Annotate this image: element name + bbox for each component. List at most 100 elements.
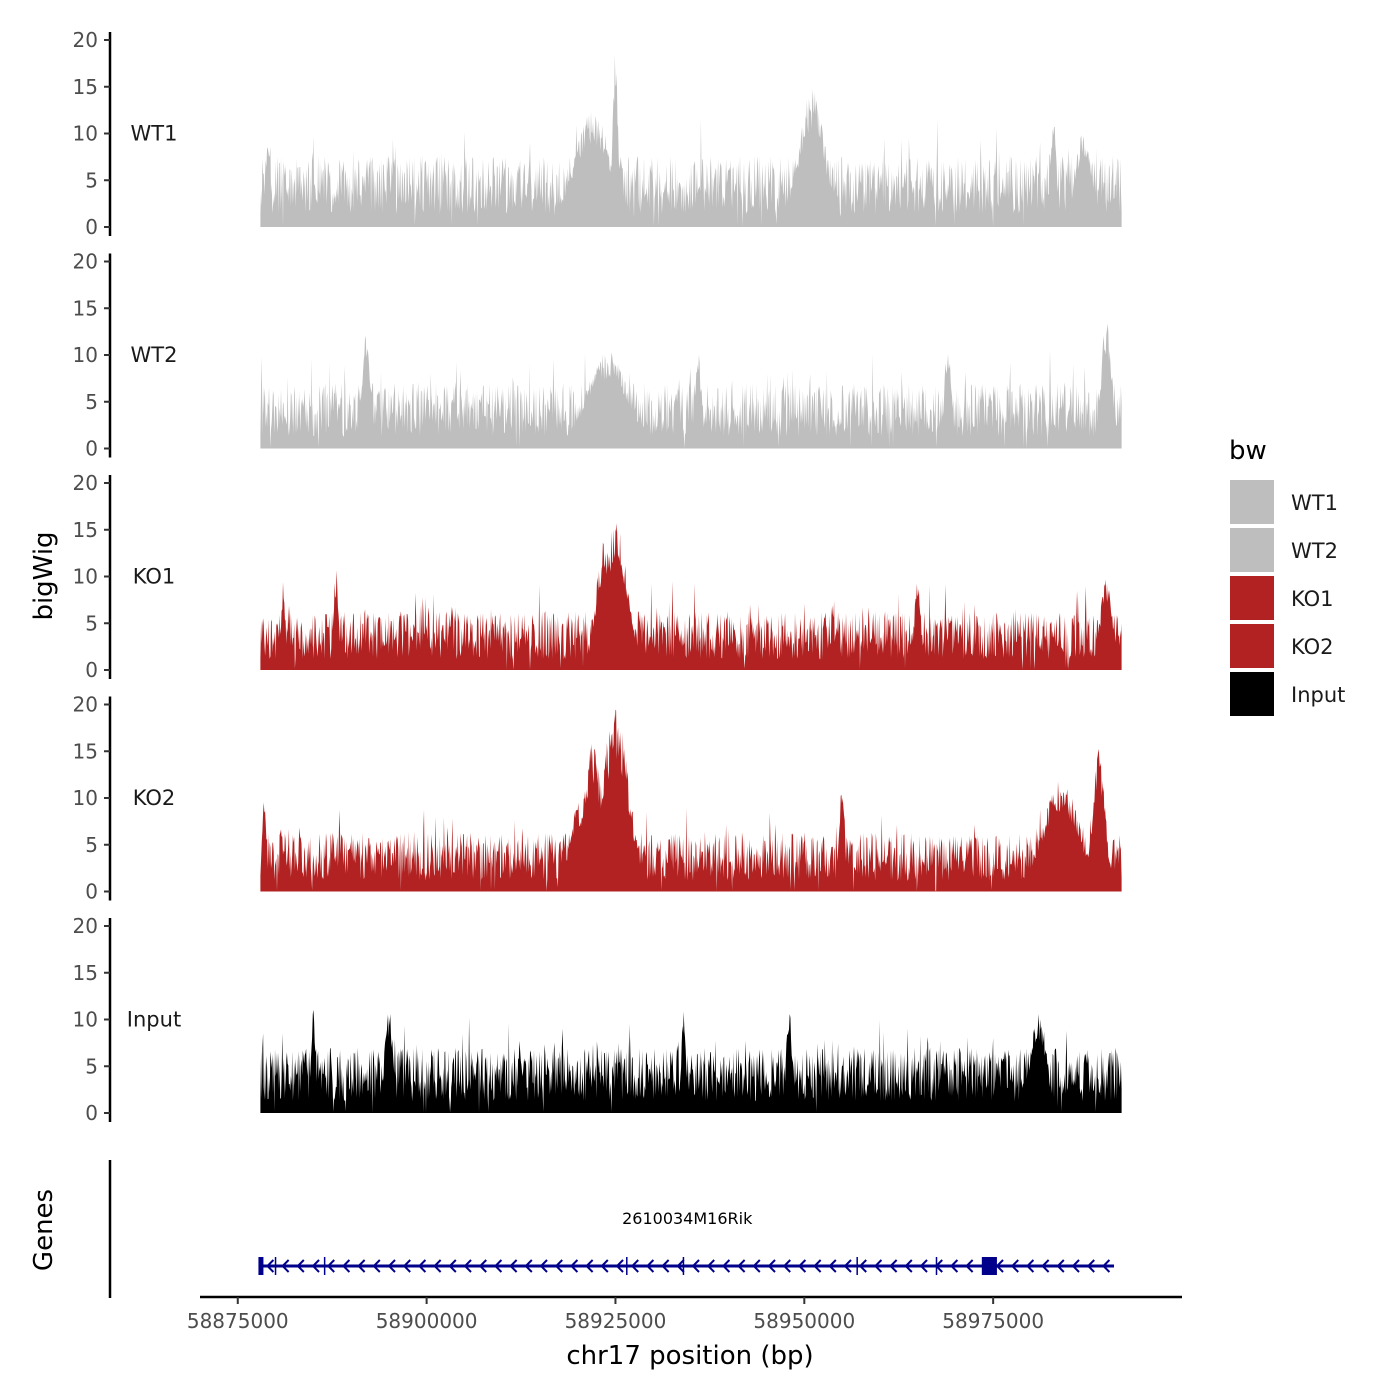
strand-chevron [463,1259,472,1273]
strand-chevron [767,1259,776,1273]
strand-chevron [995,1259,1004,1273]
strand-chevron [448,1259,457,1273]
strand-chevron [600,1259,609,1273]
y-tick-label: 5 [85,390,98,414]
signal-area-wt1 [260,54,1122,227]
x-tick-label: 58900000 [376,1309,478,1333]
track-label-wt1: WT1 [131,122,178,146]
gene-thick-exon [981,1257,997,1275]
signal-area-wt2 [260,323,1122,449]
strand-chevron [1086,1259,1095,1273]
strand-chevron [874,1259,883,1273]
x-tick-label: 58975000 [942,1309,1044,1333]
strand-chevron [433,1259,442,1273]
strand-chevron [418,1259,427,1273]
y-tick-label: 5 [85,1054,98,1078]
y-tick-label: 15 [73,739,98,763]
y-tick-label: 5 [85,168,98,192]
strand-chevron [950,1259,959,1273]
y-tick-label: 10 [73,565,98,589]
y-tick-label: 15 [73,296,98,320]
strand-chevron [630,1259,639,1273]
strand-chevron [843,1259,852,1273]
y-tick-label: 10 [73,786,98,810]
legend-swatch-wt2 [1230,528,1274,572]
signal-area-input [260,1009,1122,1113]
strand-chevron [661,1259,670,1273]
y-tick-label: 20 [73,250,98,274]
track-ko1: 0 5 10 15 20 KO1 [73,471,1122,682]
strand-chevron [524,1259,533,1273]
strand-chevron [1102,1259,1111,1273]
strand-chevron [798,1259,807,1273]
strand-chevron [828,1259,837,1273]
strand-chevron [585,1259,594,1273]
strand-chevron [1010,1259,1019,1273]
legend-swatch-input [1230,672,1274,716]
y-tick-label: 20 [73,28,98,52]
y-tick-label: 5 [85,611,98,635]
legend-swatch-ko2 [1230,624,1274,668]
legend-label-wt1: WT1 [1291,491,1338,515]
track-label-input: Input [127,1008,181,1032]
y-axis-title: bigWig [29,531,59,620]
y-tick-label: 10 [73,122,98,146]
track-label-wt2: WT2 [131,343,178,367]
strand-chevron [372,1259,381,1273]
signal-area-ko2 [260,709,1122,892]
strand-chevron [691,1259,700,1273]
y-tick-label: 15 [73,518,98,542]
y-tick-label: 15 [73,75,98,99]
x-tick-label: 58875000 [187,1309,289,1333]
x-tick-label: 58925000 [565,1309,667,1333]
y-tick-label: 0 [85,658,98,682]
strand-chevron [554,1259,563,1273]
strand-chevron [706,1259,715,1273]
y-tick-label: 0 [85,437,98,461]
x-axis-title: chr17 position (bp) [566,1341,813,1371]
y-tick-label: 0 [85,1101,98,1125]
strand-chevron [615,1259,624,1273]
y-tick-label: 20 [73,471,98,495]
strand-chevron [266,1259,275,1273]
strand-chevron [1056,1259,1065,1273]
legend-title: bw [1229,436,1267,466]
y-tick-label: 10 [73,1008,98,1032]
y-tick-label: 15 [73,961,98,985]
strand-chevron [539,1259,548,1273]
strand-chevron [1041,1259,1050,1273]
strand-chevron [858,1259,867,1273]
genes-axis-title: Genes [29,1189,59,1271]
track-input: 0 5 10 15 20 Input [73,914,1122,1125]
legend-label-input: Input [1291,683,1345,707]
strand-chevron [782,1259,791,1273]
strand-chevron [1071,1259,1080,1273]
strand-chevron [965,1259,974,1273]
strand-chevron [646,1259,655,1273]
y-tick-label: 20 [73,693,98,717]
x-axis: 58875000 58900000 58925000 58950000 58975000 [187,1295,1182,1333]
legend-label-ko2: KO2 [1291,635,1334,659]
gene-name-label: 2610034M16Rik [622,1209,753,1228]
legend: bw WT1 WT2 KO1 KO2 Input [1229,436,1345,716]
gene-start-exon [258,1257,264,1275]
strand-chevron [722,1259,731,1273]
strand-chevron [676,1259,685,1273]
x-tick-label: 58950000 [753,1309,855,1333]
y-tick-label: 10 [73,343,98,367]
strand-chevron [570,1259,579,1273]
strand-chevron [402,1259,411,1273]
strand-chevron [478,1259,487,1273]
strand-chevron [342,1259,351,1273]
strand-chevron [281,1259,290,1273]
strand-chevron [326,1259,335,1273]
track-label-ko1: KO1 [133,565,176,589]
strand-chevron [296,1259,305,1273]
track-label-ko2: KO2 [133,786,176,810]
gene-track: 2610034M16Rik [108,1160,1115,1298]
y-tick-label: 0 [85,880,98,904]
y-tick-label: 20 [73,914,98,938]
track-wt2: 0 5 10 15 20 WT2 [73,250,1122,461]
legend-label-wt2: WT2 [1291,539,1338,563]
